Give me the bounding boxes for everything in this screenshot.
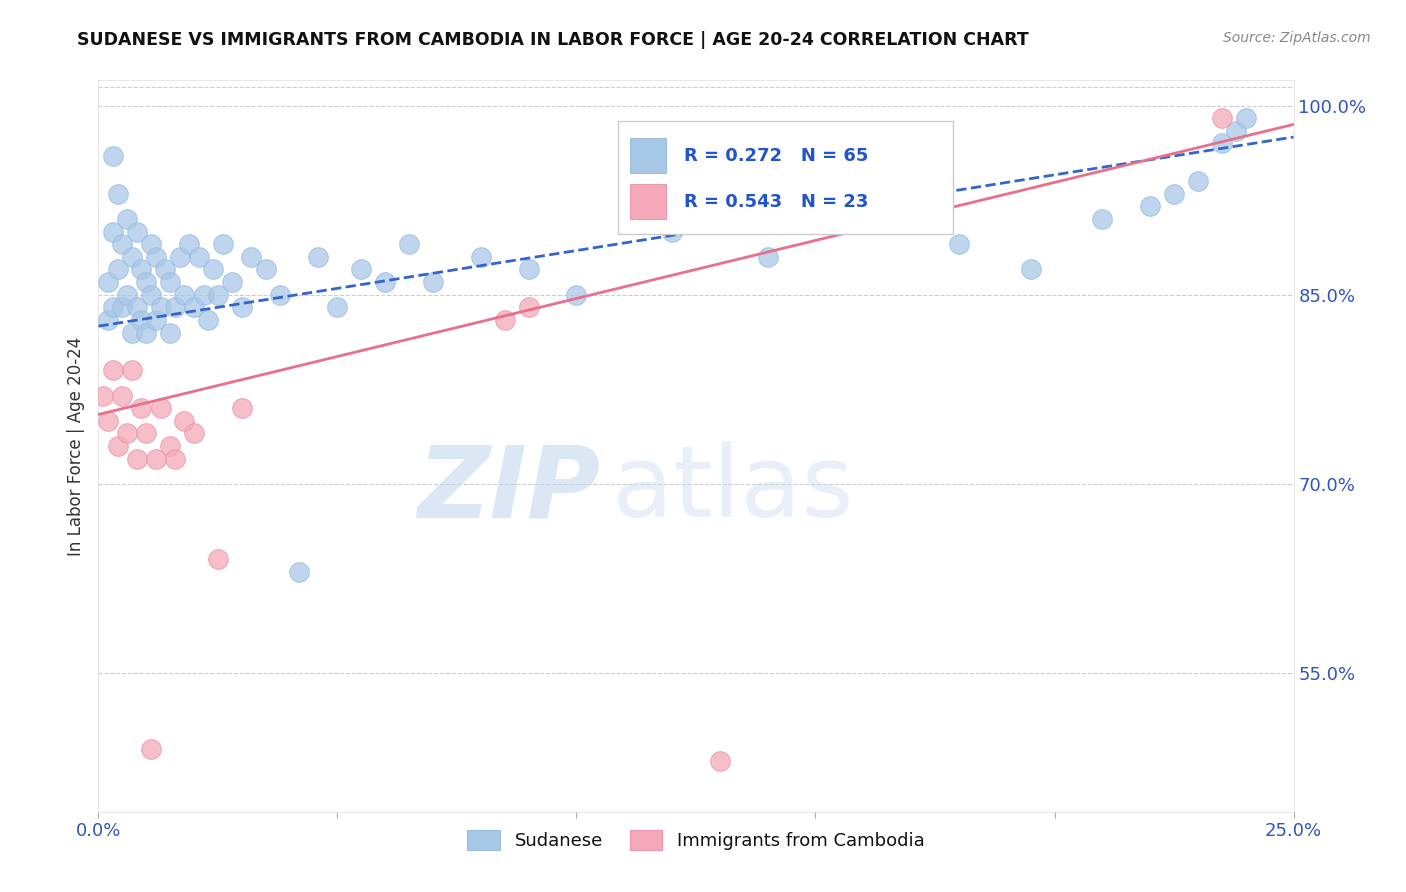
Point	[1211, 136, 1233, 151]
Text: Source: ZipAtlas.com: Source: ZipAtlas.com	[1223, 31, 1371, 45]
Point	[169, 250, 191, 264]
Point	[269, 287, 291, 301]
Point	[149, 401, 172, 416]
Text: atlas: atlas	[613, 442, 853, 539]
Point	[398, 237, 420, 252]
Point	[1211, 111, 1233, 125]
Point	[155, 262, 177, 277]
Point	[350, 262, 373, 277]
Point	[91, 388, 114, 402]
Point	[111, 300, 134, 314]
Point	[179, 237, 201, 252]
Point	[288, 565, 311, 579]
Point	[111, 388, 134, 402]
Point	[517, 300, 540, 314]
Point	[422, 275, 444, 289]
Point	[207, 287, 229, 301]
Point	[374, 275, 396, 289]
Point	[494, 313, 516, 327]
Point	[121, 326, 143, 340]
Point	[1163, 186, 1185, 201]
Bar	[619, 120, 953, 234]
Point	[135, 275, 157, 289]
Point	[101, 363, 124, 377]
Point	[159, 439, 181, 453]
Point	[115, 212, 138, 227]
Point	[145, 451, 167, 466]
Point	[135, 326, 157, 340]
Point	[101, 225, 124, 239]
Bar	[630, 138, 666, 173]
Point	[139, 741, 162, 756]
Point	[661, 225, 683, 239]
Point	[240, 250, 263, 264]
Point	[101, 300, 124, 314]
Point	[231, 300, 253, 314]
Point	[193, 287, 215, 301]
Point	[135, 426, 157, 441]
Text: R = 0.272   N = 65: R = 0.272 N = 65	[685, 146, 869, 165]
Point	[159, 275, 181, 289]
Point	[107, 439, 129, 453]
Point	[207, 552, 229, 566]
Point	[183, 426, 205, 441]
Point	[852, 212, 875, 227]
Point	[97, 313, 120, 327]
Point	[115, 426, 138, 441]
Point	[131, 313, 153, 327]
Point	[756, 250, 779, 264]
Point	[107, 186, 129, 201]
Point	[470, 250, 492, 264]
Point	[159, 326, 181, 340]
Point	[173, 287, 195, 301]
Point	[948, 237, 970, 252]
Point	[111, 237, 134, 252]
Point	[326, 300, 349, 314]
Point	[149, 300, 172, 314]
Point	[125, 225, 148, 239]
Point	[517, 262, 540, 277]
Point	[125, 300, 148, 314]
Point	[121, 250, 143, 264]
Point	[254, 262, 277, 277]
Point	[163, 451, 186, 466]
Point	[221, 275, 243, 289]
Point	[131, 401, 153, 416]
Point	[231, 401, 253, 416]
Point	[1139, 199, 1161, 213]
Y-axis label: In Labor Force | Age 20-24: In Labor Force | Age 20-24	[67, 336, 86, 556]
Point	[121, 363, 143, 377]
Point	[1225, 124, 1247, 138]
Legend: Sudanese, Immigrants from Cambodia: Sudanese, Immigrants from Cambodia	[460, 823, 932, 857]
Point	[101, 149, 124, 163]
Point	[107, 262, 129, 277]
Point	[197, 313, 219, 327]
Point	[163, 300, 186, 314]
Point	[131, 262, 153, 277]
Point	[211, 237, 233, 252]
Text: R = 0.543   N = 23: R = 0.543 N = 23	[685, 193, 869, 211]
Point	[139, 287, 162, 301]
Point	[115, 287, 138, 301]
Point	[307, 250, 329, 264]
Point	[139, 237, 162, 252]
Text: SUDANESE VS IMMIGRANTS FROM CAMBODIA IN LABOR FORCE | AGE 20-24 CORRELATION CHAR: SUDANESE VS IMMIGRANTS FROM CAMBODIA IN …	[77, 31, 1029, 49]
Text: ZIP: ZIP	[418, 442, 600, 539]
Bar	[630, 184, 666, 219]
Point	[202, 262, 225, 277]
Point	[565, 287, 588, 301]
Point	[97, 275, 120, 289]
Point	[145, 313, 167, 327]
Point	[709, 754, 731, 768]
Point	[97, 414, 120, 428]
Point	[1091, 212, 1114, 227]
Point	[183, 300, 205, 314]
Point	[187, 250, 209, 264]
Point	[145, 250, 167, 264]
Point	[1187, 174, 1209, 188]
Point	[125, 451, 148, 466]
Point	[1234, 111, 1257, 125]
Point	[1019, 262, 1042, 277]
Point	[173, 414, 195, 428]
